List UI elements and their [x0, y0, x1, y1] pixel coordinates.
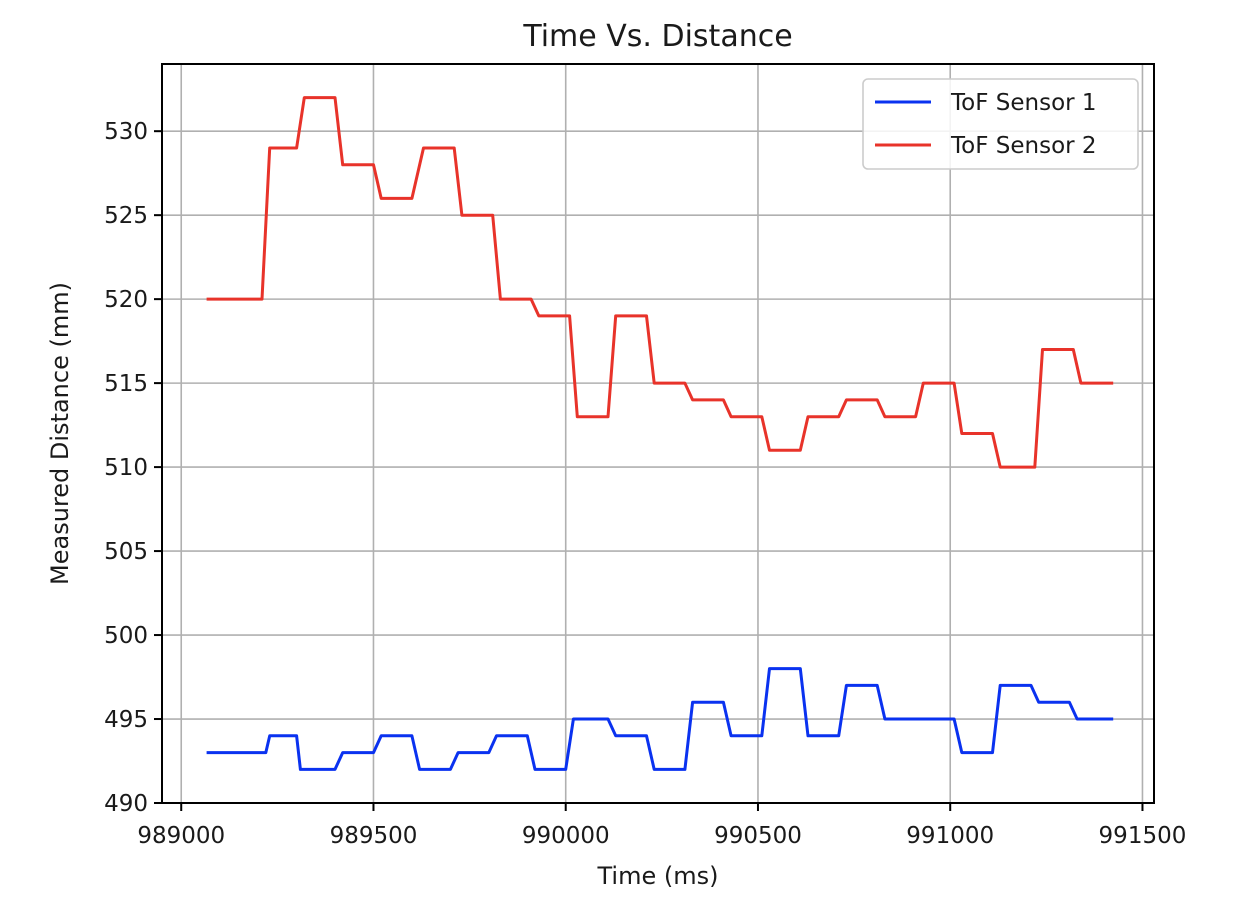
y-tick-label: 515: [104, 371, 148, 397]
axis-ticks: 989000 989500 990000 990500 991000 991500 490 4…: [104, 119, 1186, 849]
y-tick-label: 495: [104, 707, 148, 733]
x-tick-label: 989500: [330, 823, 418, 849]
x-tick-label: 991000: [906, 823, 994, 849]
y-tick-label: 520: [104, 287, 148, 313]
y-tick-label: 505: [104, 539, 148, 565]
series-line-tof-sensor-2: [206, 96, 1114, 469]
legend: ToF Sensor 1 ToF Sensor 2: [862, 78, 1139, 170]
x-tick-label: 990500: [714, 823, 802, 849]
plot-area-frame: [161, 63, 1155, 804]
y-axis-title: Measured Distance (mm): [46, 282, 74, 585]
x-tick-label: 990000: [522, 823, 610, 849]
y-tick-label: 490: [104, 791, 148, 817]
y-tick-label: 530: [104, 119, 148, 145]
y-tick-label: 510: [104, 455, 148, 481]
x-tick-label: 991500: [1099, 823, 1187, 849]
x-axis-title: Time (ms): [597, 862, 719, 890]
chart-title: Time Vs. Distance: [522, 19, 792, 54]
legend-label: ToF Sensor 1: [950, 90, 1097, 116]
gridlines: [162, 64, 1154, 804]
legend-label: ToF Sensor 2: [950, 133, 1097, 159]
series-line-tof-sensor-1: [206, 667, 1114, 771]
x-tick-label: 989000: [137, 823, 225, 849]
y-tick-label: 500: [104, 623, 148, 649]
series-lines: [206, 96, 1114, 771]
y-tick-label: 525: [104, 203, 148, 229]
legend-box: [862, 78, 1139, 170]
